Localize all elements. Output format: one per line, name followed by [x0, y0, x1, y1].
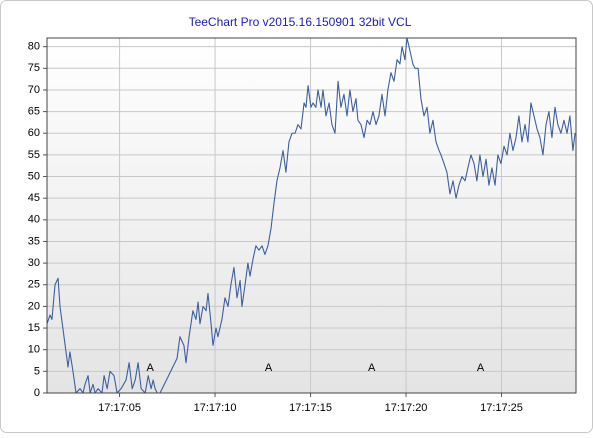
y-tick-label: 65: [28, 106, 40, 118]
axes: 0 5 10 15 20 25 30 35 40 45 50 55 60 65 70 75 80 17:17:05…: [28, 37, 577, 414]
y-tick-label: 55: [28, 149, 40, 161]
y-tick-label: 60: [28, 127, 40, 139]
y-tick-label: 20: [28, 300, 40, 312]
y-tick-label: 70: [28, 84, 40, 96]
annotation: A: [146, 362, 154, 374]
y-tick-label: 75: [28, 62, 40, 74]
y-tick-label: 35: [28, 235, 40, 247]
y-tick-label: 40: [28, 214, 40, 226]
x-tick-label: 17:17:05: [98, 402, 141, 414]
y-tick-label: 50: [28, 170, 40, 182]
y-tick-label: 80: [28, 41, 40, 53]
y-tick-label: 10: [28, 344, 40, 356]
chart-title: TeeChart Pro v2015.16.150901 32bit VCL: [189, 15, 412, 29]
plot-area: [47, 38, 576, 393]
x-tick-label: 17:17:25: [480, 402, 523, 414]
annotation: A: [477, 362, 485, 374]
y-tick-label: 0: [34, 387, 40, 399]
plot-border: [46, 37, 577, 394]
annotation: A: [368, 362, 376, 374]
y-tick-label: 15: [28, 322, 40, 334]
y-tick-label: 45: [28, 192, 40, 204]
x-tick-label: 17:17:10: [194, 402, 237, 414]
annotation: A: [265, 362, 273, 374]
y-tick-label: 25: [28, 279, 40, 291]
x-tick-label: 17:17:20: [385, 402, 428, 414]
y-tick-label: 5: [34, 365, 40, 377]
line-series: [46, 37, 576, 394]
x-tick-label: 17:17:15: [289, 402, 332, 414]
y-tick-label: 30: [28, 257, 40, 269]
